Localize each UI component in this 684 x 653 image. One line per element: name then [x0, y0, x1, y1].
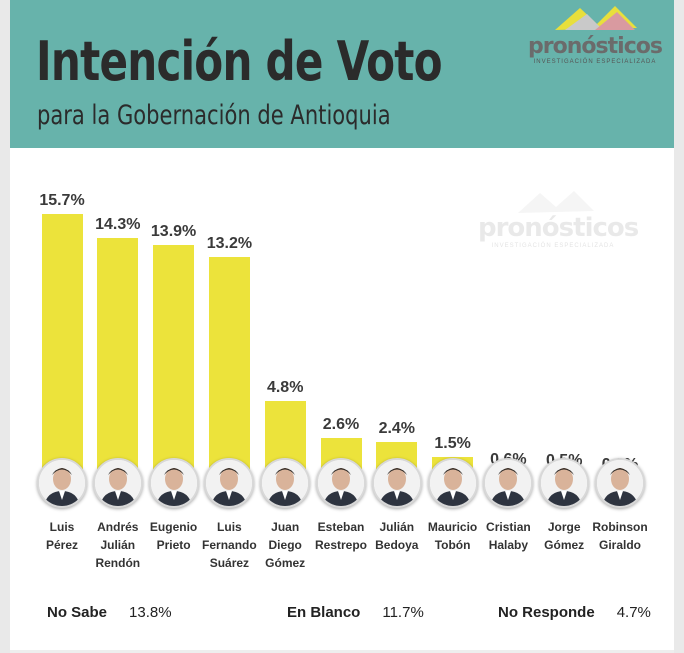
candidate-name-line: Julián — [379, 520, 415, 534]
footer-label: No Responde — [498, 604, 595, 621]
bottom-divider — [10, 650, 674, 653]
chart-title: Intención de Voto — [36, 30, 443, 93]
watermark-name: pronósticos — [478, 213, 639, 243]
candidate-name-line: Bedoya — [375, 538, 419, 552]
candidate-name: Cristian Halaby — [476, 518, 540, 554]
candidate-name-line: Gómez — [265, 556, 306, 570]
candidate-name-line: Suárez — [209, 556, 250, 570]
candidate-name-line: Julián — [100, 538, 136, 552]
footer-value: 11.7% — [382, 604, 424, 621]
candidate-name-line: Juan — [271, 520, 300, 534]
bar-3 — [153, 244, 195, 483]
footer-en-blanco: En Blanco 11.7% — [287, 604, 424, 621]
mountain-logo-icon — [555, 6, 637, 30]
logo-name: pronósticos — [528, 34, 663, 59]
candidate-name-line: Fernando — [202, 538, 257, 552]
candidate-photo-icon — [483, 458, 534, 508]
candidate-name: Esteban Restrepo — [309, 518, 373, 554]
candidate-name-line: Robinson — [592, 520, 648, 534]
footer-no-responde: No Responde 4.7% — [498, 604, 651, 621]
candidate-name-line: Halaby — [488, 538, 529, 552]
bar-value-label: 13.2% — [206, 234, 253, 252]
candidate-name-line: Jorge — [547, 520, 581, 534]
candidate-photo-icon — [539, 458, 590, 508]
bar-value-label: 2.4% — [378, 419, 416, 437]
footer-label: No Sabe — [47, 604, 108, 621]
candidate-name: Juan Diego Gómez — [253, 518, 317, 572]
left-border — [0, 0, 10, 653]
bar-1 — [41, 214, 83, 483]
bar-4 — [208, 256, 250, 483]
candidate-name-line: Esteban — [317, 520, 365, 534]
candidate-photo-icon — [37, 458, 87, 508]
candidate-photo-icon — [316, 458, 366, 508]
candidate-photo-icon — [92, 458, 143, 508]
candidate-name-line: Mauricio — [427, 520, 478, 534]
candidate-photo-icon — [204, 458, 255, 508]
candidate-name-line: Luis — [217, 520, 242, 534]
candidate-name-line: Gómez — [544, 538, 585, 552]
watermark-logo: pronósticos INVESTIGACIÓN ESPECIALIZADA — [478, 185, 639, 255]
candidate-name-line: Diego — [268, 538, 302, 552]
candidate-photo-icon — [595, 458, 645, 508]
pronosticos-logo: pronósticos INVESTIGACIÓN ESPECIALIZADA — [525, 0, 665, 75]
candidate-name-line: Restrepo — [314, 538, 367, 552]
candidate-photo-icon — [260, 458, 311, 508]
candidate-name-line: Giraldo — [598, 538, 641, 552]
bar-value-label: 4.8% — [266, 378, 304, 396]
candidate-name-line: Prieto — [156, 538, 191, 552]
watermark-mountain-icon — [518, 191, 594, 213]
candidate-name: Jorge Gómez — [532, 518, 596, 554]
candidate-name-line: Rendón — [95, 556, 141, 570]
candidate-name-line: Andrés — [97, 520, 139, 534]
candidate-name-line: Eugenio — [149, 520, 198, 534]
candidate-name: Mauricio Tobón — [421, 518, 485, 554]
footer-value: 4.7% — [616, 604, 651, 621]
bar-2 — [97, 237, 139, 483]
candidate-name: Luis Pérez — [30, 518, 94, 554]
candidate-name-line: Pérez — [45, 538, 79, 552]
candidate-name-line: Luis — [49, 520, 75, 534]
bar-value-label: 13.9% — [150, 222, 197, 240]
candidate-name: Andrés Julián Rendón — [86, 518, 150, 572]
candidate-photo-icon — [371, 458, 422, 508]
footer-label: En Blanco — [287, 604, 361, 621]
candidate-name: Luis Fernando Suárez — [197, 518, 261, 572]
candidate-photo-icon — [427, 458, 478, 508]
bar-value-label: 14.3% — [95, 215, 141, 233]
candidate-name: Eugenio Prieto — [142, 518, 206, 554]
candidate-photo-icon — [148, 458, 199, 508]
right-border — [674, 0, 684, 653]
candidate-name: Robinson Giraldo — [588, 518, 652, 554]
watermark-tagline: INVESTIGACIÓN ESPECIALIZADA — [491, 243, 615, 249]
bar-value-label: 1.5% — [434, 435, 471, 453]
candidate-name-line: Cristian — [486, 520, 531, 534]
logo-tagline: INVESTIGACIÓN ESPECIALIZADA — [533, 59, 657, 65]
footer-value: 13.8% — [129, 604, 172, 621]
bar-value-label: 2.6% — [322, 416, 360, 434]
candidate-name: Julián Bedoya — [365, 518, 429, 554]
footer-no-sabe: No Sabe 13.8% — [47, 604, 172, 621]
candidate-name-line: Tobón — [434, 538, 471, 552]
bar-value-label: 15.7% — [39, 192, 85, 209]
chart-subtitle: para la Gobernación de Antioquia — [37, 100, 391, 131]
